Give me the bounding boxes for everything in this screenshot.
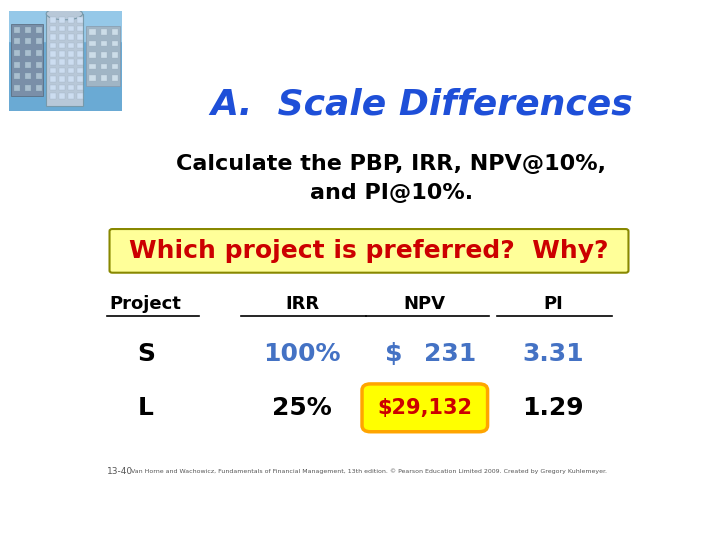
Text: L: L	[138, 396, 154, 420]
Bar	[101, 75, 107, 80]
Bar	[36, 50, 42, 56]
Bar	[36, 85, 42, 91]
Text: $: $	[385, 342, 403, 366]
Bar	[77, 59, 83, 65]
Bar	[50, 68, 56, 73]
Bar	[112, 40, 118, 46]
Text: PI: PI	[544, 295, 563, 313]
Bar	[36, 62, 42, 68]
Text: and PI@10%.: and PI@10%.	[310, 183, 473, 203]
Bar	[59, 85, 65, 90]
FancyBboxPatch shape	[362, 384, 487, 432]
Text: S: S	[137, 342, 155, 366]
Bar	[59, 43, 65, 48]
Text: 13-40: 13-40	[107, 467, 133, 476]
Bar	[59, 59, 65, 65]
Bar	[50, 51, 56, 57]
Bar	[77, 85, 83, 90]
Bar	[68, 68, 74, 73]
Text: Calculate the PBP, IRR, NPV@10%,: Calculate the PBP, IRR, NPV@10%,	[176, 154, 606, 174]
Bar	[68, 76, 74, 82]
Bar	[68, 51, 74, 57]
Bar	[112, 64, 118, 69]
Bar	[112, 52, 118, 58]
Bar	[112, 29, 118, 35]
Bar	[77, 93, 83, 99]
Bar	[14, 62, 20, 68]
Bar	[25, 85, 31, 91]
Bar	[101, 64, 107, 69]
Bar	[36, 27, 42, 33]
Bar	[46, 14, 83, 106]
Bar	[14, 38, 20, 44]
Bar	[50, 34, 56, 39]
Bar	[50, 76, 56, 82]
Bar	[25, 62, 31, 68]
Bar	[68, 93, 74, 99]
Bar	[68, 34, 74, 39]
Bar	[89, 64, 96, 69]
Bar	[50, 26, 56, 31]
Bar	[50, 59, 56, 65]
Bar	[59, 68, 65, 73]
Bar	[59, 26, 65, 31]
Bar	[9, 11, 122, 40]
Bar	[14, 50, 20, 56]
Bar	[68, 85, 74, 90]
Bar	[77, 34, 83, 39]
Text: IRR: IRR	[285, 295, 319, 313]
Bar	[14, 73, 20, 79]
Bar	[101, 52, 107, 58]
Bar	[50, 43, 56, 48]
Bar	[89, 29, 96, 35]
Bar	[59, 34, 65, 39]
Bar	[36, 38, 42, 44]
Bar	[59, 93, 65, 99]
Text: $29,132: $29,132	[377, 398, 472, 418]
Bar	[77, 51, 83, 57]
Bar	[25, 73, 31, 79]
Bar	[59, 17, 65, 23]
Bar	[89, 40, 96, 46]
Bar	[77, 17, 83, 23]
Bar	[77, 68, 83, 73]
Bar	[77, 26, 83, 31]
Text: Which project is preferred?  Why?: Which project is preferred? Why?	[130, 239, 608, 263]
Text: Project: Project	[110, 295, 181, 313]
Bar	[25, 27, 31, 33]
Bar	[77, 43, 83, 48]
Bar	[11, 24, 42, 96]
Bar	[89, 75, 96, 80]
Bar	[68, 17, 74, 23]
Bar	[68, 43, 74, 48]
Bar	[25, 50, 31, 56]
Bar	[59, 51, 65, 57]
Bar	[68, 26, 74, 31]
Text: 25%: 25%	[272, 396, 332, 420]
Bar	[101, 40, 107, 46]
Bar	[50, 93, 56, 99]
Text: 3.31: 3.31	[522, 342, 584, 366]
Bar	[86, 26, 120, 86]
FancyBboxPatch shape	[109, 229, 629, 273]
Ellipse shape	[46, 8, 83, 20]
Text: 231: 231	[424, 342, 476, 366]
Bar	[68, 59, 74, 65]
Bar	[14, 85, 20, 91]
Bar	[59, 76, 65, 82]
Bar	[50, 17, 56, 23]
Bar	[14, 27, 20, 33]
Text: Van Horne and Wachowicz, Fundamentals of Financial Management, 13th edition. © P: Van Horne and Wachowicz, Fundamentals of…	[131, 469, 607, 474]
Bar	[89, 52, 96, 58]
Bar	[36, 73, 42, 79]
Text: A.  Scale Differences: A. Scale Differences	[211, 87, 634, 122]
Bar	[77, 76, 83, 82]
Bar	[112, 75, 118, 80]
Text: 1.29: 1.29	[522, 396, 584, 420]
Text: NPV: NPV	[404, 295, 446, 313]
Bar	[101, 29, 107, 35]
Text: 100%: 100%	[264, 342, 341, 366]
Bar	[25, 38, 31, 44]
Bar	[50, 85, 56, 90]
